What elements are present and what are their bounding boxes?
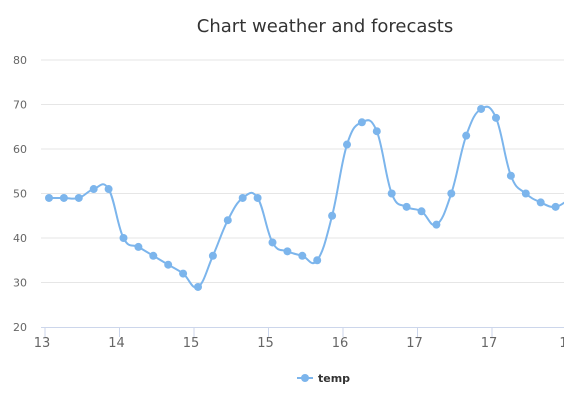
data-point[interactable]: [194, 282, 202, 291]
data-point[interactable]: [283, 247, 292, 256]
data-point[interactable]: [134, 242, 143, 251]
plot-area: [45, 104, 564, 291]
data-point[interactable]: [149, 251, 158, 260]
data-point[interactable]: [208, 251, 217, 260]
y-tick-label: 30: [13, 277, 27, 290]
x-tick-label: 16: [332, 336, 349, 351]
y-tick-label: 80: [13, 54, 27, 67]
legend-label-temp[interactable]: temp: [318, 372, 350, 385]
data-point[interactable]: [357, 118, 366, 127]
y-tick-label: 70: [13, 99, 27, 112]
x-axis: 13 14 15 15 16 17 17 1: [34, 327, 564, 351]
data-point[interactable]: [268, 238, 277, 247]
x-tick-label: 13: [34, 336, 51, 351]
data-point[interactable]: [417, 207, 426, 216]
grid-lines: [41, 59, 564, 283]
data-point[interactable]: [89, 185, 98, 194]
legend[interactable]: temp: [297, 372, 350, 385]
x-tick-label: 1: [559, 336, 564, 351]
data-point[interactable]: [536, 198, 545, 207]
y-tick-label: 50: [13, 188, 27, 201]
data-point[interactable]: [521, 189, 530, 198]
data-point[interactable]: [343, 140, 351, 149]
data-point[interactable]: [506, 171, 515, 180]
data-point[interactable]: [477, 104, 486, 113]
data-point[interactable]: [119, 234, 128, 242]
data-point[interactable]: [447, 189, 456, 198]
data-point[interactable]: [328, 211, 337, 220]
data-point[interactable]: [298, 251, 307, 260]
x-tick-label: 17: [481, 336, 498, 351]
data-point[interactable]: [313, 256, 322, 265]
data-point[interactable]: [402, 202, 411, 211]
data-point[interactable]: [45, 193, 53, 202]
y-tick-label: 40: [13, 232, 27, 245]
x-tick-label: 14: [108, 336, 125, 351]
x-tick-label: 15: [257, 336, 274, 351]
data-point[interactable]: [238, 193, 247, 202]
data-point[interactable]: [387, 189, 396, 198]
data-point[interactable]: [462, 131, 471, 140]
x-tick-label: 15: [183, 336, 200, 351]
data-point[interactable]: [492, 113, 500, 122]
y-tick-label: 20: [13, 321, 27, 334]
data-point[interactable]: [551, 202, 560, 211]
data-point[interactable]: [372, 127, 381, 136]
data-point[interactable]: [179, 269, 188, 278]
chart-title: Chart weather and forecasts: [197, 16, 453, 37]
y-tick-label: 60: [13, 143, 27, 156]
series-line-temp: [49, 105, 564, 289]
data-point[interactable]: [164, 260, 173, 269]
data-point[interactable]: [223, 216, 232, 225]
data-point[interactable]: [74, 193, 83, 202]
y-axis: 20 30 40 50 60 70 80: [13, 54, 27, 334]
data-point[interactable]: [253, 193, 262, 202]
data-point[interactable]: [104, 185, 113, 194]
legend-marker-symbol: [301, 374, 309, 382]
data-point[interactable]: [59, 193, 68, 202]
data-point[interactable]: [432, 220, 441, 229]
x-tick-label: 17: [406, 336, 423, 351]
